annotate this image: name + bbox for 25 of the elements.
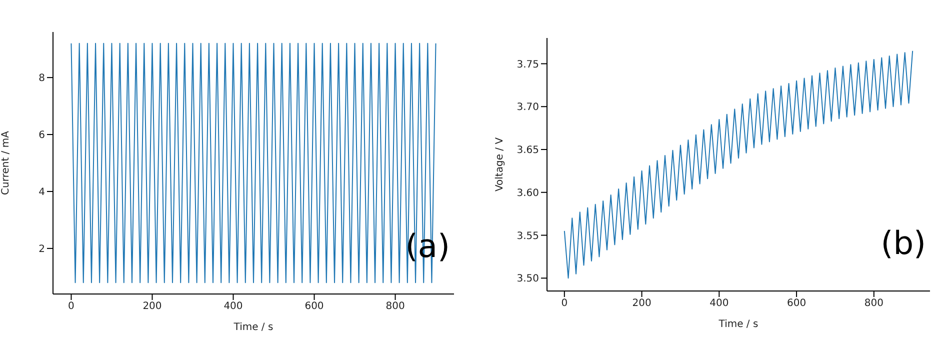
y-axis-title: Voltage / V — [494, 137, 506, 192]
x-axis-title: Time / s — [718, 319, 758, 330]
x-tick-label: 400 — [224, 301, 243, 312]
x-tick-label: 0 — [561, 298, 568, 310]
x-tick-label: 600 — [786, 298, 806, 310]
y-tick-label: 3.50 — [516, 274, 539, 285]
y-tick-label: 3.60 — [516, 188, 539, 199]
y-tick-label: 3.65 — [516, 145, 539, 156]
y-tick-label: 4 — [38, 187, 45, 198]
x-tick-label: 600 — [304, 301, 324, 312]
y-tick-label: 8 — [38, 73, 45, 84]
y-tick-label: 3.55 — [516, 230, 539, 242]
y-axis-title: Current / mA — [0, 130, 12, 195]
y-tick-label: 2 — [38, 244, 45, 255]
x-tick-label: 200 — [632, 298, 652, 310]
x-tick-label: 200 — [142, 301, 162, 312]
y-tick-label: 3.70 — [516, 102, 539, 114]
x-tick-label: 800 — [864, 298, 884, 310]
x-axis-title: Time / s — [232, 322, 274, 333]
x-tick-label: 0 — [68, 301, 74, 312]
x-tick-label: 400 — [710, 298, 729, 310]
y-tick-label: 3.75 — [516, 59, 539, 70]
x-tick-label: 800 — [386, 301, 405, 312]
y-tick-label: 6 — [38, 130, 45, 142]
annotation: (b) — [880, 224, 926, 262]
